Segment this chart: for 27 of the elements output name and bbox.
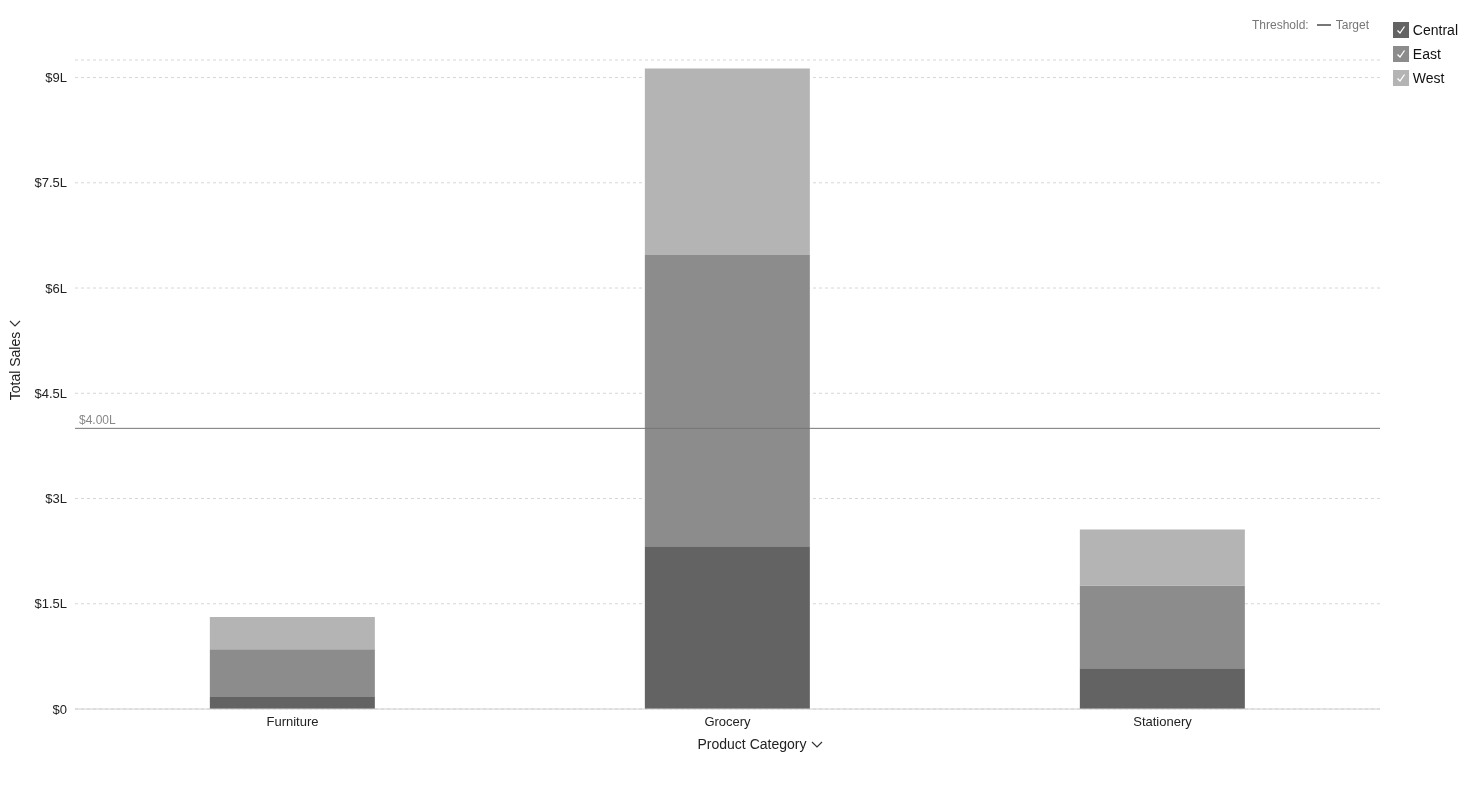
y-tick-label: $3L [45,491,67,507]
x-tick-label: Furniture [266,714,319,730]
bar [644,546,810,709]
bar [1079,585,1245,669]
bar [644,68,810,256]
y-tick-label: $4.5L [34,385,67,401]
bar [209,697,375,709]
bar [209,649,375,698]
legend-label: East [1412,46,1441,62]
legend-label: West [1412,70,1445,86]
x-tick-label: Stationery [1133,714,1193,730]
y-tick-label: $6L [45,280,67,296]
y-axis-title: Total Sales [7,330,23,403]
y-tick-label: $7.5L [34,175,67,191]
y-tick-label: $1.5L [34,596,67,612]
bar [209,617,375,650]
y-tick-label: $9L [45,70,67,86]
text: Threshold: [1252,18,1309,32]
annotation: $4.00L [79,413,117,428]
legend-label: Central [1412,22,1458,38]
y-tick-label: $0 [52,701,67,717]
x-axis-title: Product Category [697,736,807,752]
bar [1079,529,1245,586]
legend-label: Target [1335,18,1370,32]
bar [1079,668,1245,709]
bar [644,255,810,547]
x-tick-label: Grocery [704,714,752,730]
